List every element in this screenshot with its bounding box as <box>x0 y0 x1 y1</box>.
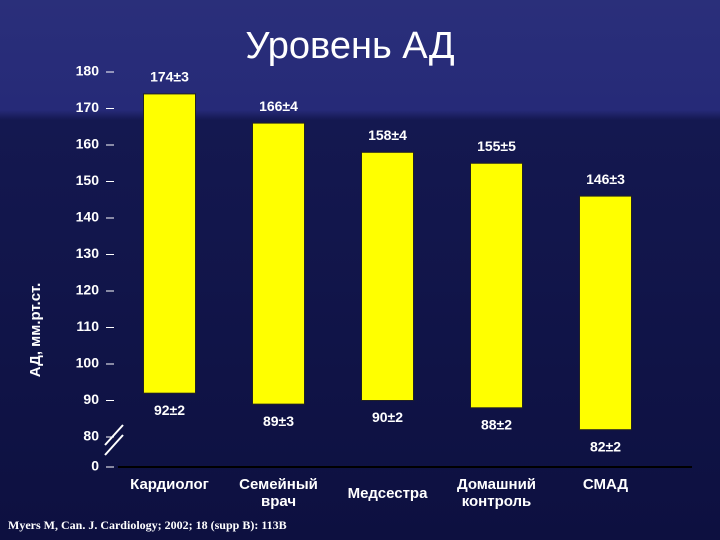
value-label: 89±3 <box>263 413 294 429</box>
value-label: 90±2 <box>372 409 403 425</box>
y-tick-label: 160 <box>76 136 100 152</box>
x-tick-label: Семейный врач <box>239 476 318 510</box>
y-tick-label: 130 <box>76 245 100 261</box>
bar <box>143 93 196 394</box>
bar <box>579 195 632 431</box>
x-tick-label: Медсестра <box>347 485 428 502</box>
value-label: 88±2 <box>481 417 512 433</box>
y-tick-label: 180 <box>76 63 100 79</box>
value-label: 166±4 <box>259 98 298 114</box>
value-label: 82±2 <box>590 438 621 454</box>
source: Myers M, Can. J. Cardiology; 2002; 18 (s… <box>8 518 287 532</box>
x-tick-label: СМАД <box>582 476 629 493</box>
y-tick-label: 170 <box>76 99 100 115</box>
y-tick-label: 90 <box>83 391 99 407</box>
bar <box>470 162 523 409</box>
bar <box>252 122 305 405</box>
chart-title: Уровень АД <box>245 25 455 67</box>
y-tick-label: 80 <box>83 428 99 444</box>
x-tick-label: Кардиолог <box>130 476 209 493</box>
y-tick-label: 0 <box>91 458 99 474</box>
y-tick-label: 100 <box>76 355 100 371</box>
y-tick-label: 140 <box>76 209 100 225</box>
y-tick-label: 110 <box>76 318 99 334</box>
axis-break <box>104 424 124 446</box>
axis-break <box>104 434 124 456</box>
y-tick-label: 120 <box>76 282 100 298</box>
x-tick-label: Домашний контроль <box>456 476 537 510</box>
value-label: 158±4 <box>368 127 407 143</box>
value-label: 155±5 <box>477 138 516 154</box>
value-label: 146±3 <box>586 171 625 187</box>
value-label: 92±2 <box>154 402 185 418</box>
value-label: 174±3 <box>150 69 189 85</box>
bar <box>361 151 414 401</box>
y-axis-label: АД, мм.рт.ст. <box>27 283 44 377</box>
y-tick-label: 150 <box>76 172 100 188</box>
